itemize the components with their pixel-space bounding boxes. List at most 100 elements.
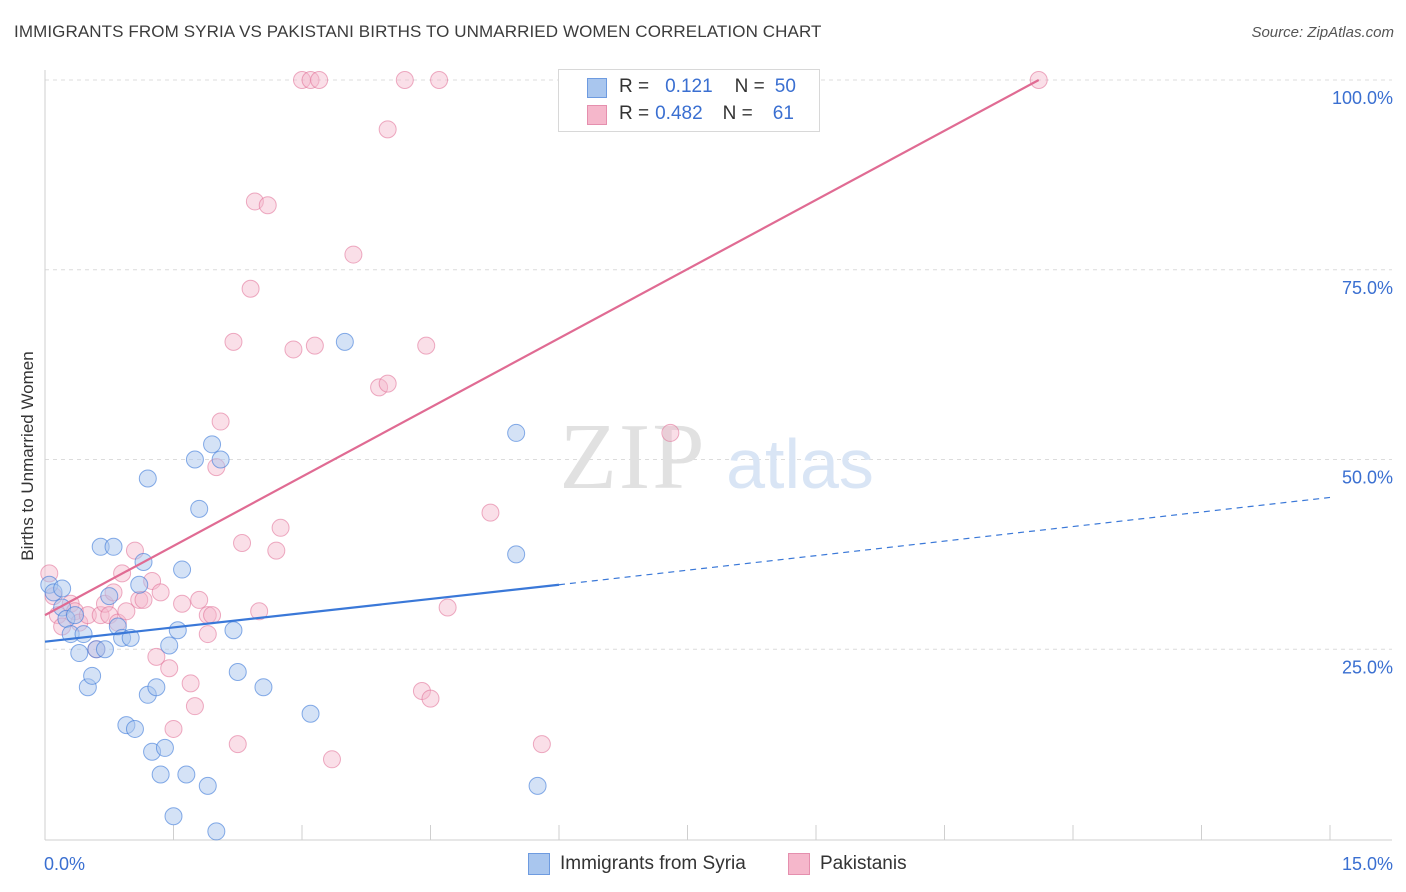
tick-labels: 25.0% 50.0% 75.0% 100.0% 0.0% 15.0% bbox=[44, 88, 1393, 874]
axes bbox=[44, 70, 1392, 841]
pakistanis-point bbox=[211, 412, 230, 431]
watermark: ZIP atlas bbox=[560, 405, 874, 509]
syria-point bbox=[185, 450, 204, 469]
pakistanis-point bbox=[224, 332, 243, 351]
y-tick-label: 25.0% bbox=[1342, 657, 1393, 677]
pakistanis-point bbox=[532, 735, 551, 754]
syria-point bbox=[160, 636, 179, 655]
syria-point bbox=[528, 776, 547, 795]
pakistanis-point bbox=[267, 541, 286, 560]
pakistanis-point bbox=[284, 340, 303, 359]
syria-point bbox=[83, 666, 102, 685]
syria-point bbox=[125, 719, 144, 738]
syria-point bbox=[190, 499, 209, 518]
n-label: N = bbox=[722, 103, 753, 124]
grid-lines bbox=[45, 79, 1392, 650]
pakistanis-point bbox=[417, 336, 436, 355]
n-label: N = bbox=[734, 76, 765, 97]
pakistanis-point bbox=[160, 659, 179, 678]
pakistanis-point bbox=[134, 590, 153, 609]
legend-row-syria: R = 0.121 N = 50 bbox=[619, 76, 796, 98]
legend-swatch-syria bbox=[528, 853, 550, 875]
pakistanis-point bbox=[181, 674, 200, 693]
pakistanis-point bbox=[147, 647, 166, 666]
syria-trend-extension bbox=[558, 496, 1331, 586]
syria-point bbox=[100, 587, 119, 606]
pakistanis-point bbox=[250, 602, 269, 621]
x-tick-label: 15.0% bbox=[1342, 854, 1393, 874]
y-tick-label: 50.0% bbox=[1342, 468, 1393, 488]
syria-point bbox=[151, 765, 170, 784]
syria-point bbox=[155, 738, 174, 757]
pakistanis-point bbox=[438, 598, 457, 617]
syria-point bbox=[95, 640, 114, 659]
legend-swatch-pakistanis bbox=[788, 853, 810, 875]
syria-point bbox=[507, 545, 526, 564]
r-value: 0.121 bbox=[665, 76, 713, 97]
syria-point bbox=[301, 704, 320, 723]
pakistanis-point bbox=[430, 71, 449, 89]
pakistanis-point bbox=[241, 279, 260, 298]
pakistanis-point bbox=[378, 120, 397, 139]
syria-point bbox=[198, 776, 217, 795]
r-value: 0.482 bbox=[655, 103, 703, 124]
pakistanis-point bbox=[481, 503, 500, 522]
syria-point bbox=[228, 663, 247, 682]
syria-point bbox=[211, 450, 230, 469]
y-axis-title: Births to Unmarried Women bbox=[18, 351, 37, 561]
legend-item-pakistanis: Pakistanis bbox=[788, 852, 907, 876]
r-label: R = bbox=[619, 76, 650, 97]
syria-point bbox=[507, 423, 526, 442]
pakistanis-point bbox=[661, 423, 680, 442]
syria-point bbox=[74, 625, 93, 644]
pakistanis-point bbox=[233, 533, 252, 552]
syria-point bbox=[65, 606, 84, 625]
syria-point bbox=[177, 765, 196, 784]
pakistanis-point bbox=[228, 735, 247, 754]
pakistanis-point bbox=[198, 625, 217, 644]
syria-point bbox=[53, 579, 72, 598]
pakistanis-point bbox=[117, 602, 136, 621]
watermark-atlas: atlas bbox=[726, 425, 874, 503]
syria-point bbox=[254, 678, 273, 697]
pakistanis-points bbox=[40, 71, 1048, 769]
syria-points bbox=[40, 332, 547, 841]
legend-swatch-pakistanis bbox=[587, 105, 607, 125]
legend-label-pakistanis: Pakistanis bbox=[820, 853, 907, 874]
pakistanis-point bbox=[378, 374, 397, 393]
pakistanis-point bbox=[395, 71, 414, 89]
syria-point bbox=[138, 469, 157, 488]
pakistanis-point bbox=[305, 336, 324, 355]
pakistanis-point bbox=[310, 71, 329, 89]
pakistanis-point bbox=[173, 594, 192, 613]
chart-title: IMMIGRANTS FROM SYRIA VS PAKISTANI BIRTH… bbox=[14, 22, 822, 41]
pakistanis-point bbox=[258, 196, 277, 215]
pakistanis-point bbox=[151, 583, 170, 602]
trend-lines bbox=[44, 79, 1331, 643]
syria-point bbox=[224, 621, 243, 640]
syria-point bbox=[104, 537, 123, 556]
pakistanis-point bbox=[322, 750, 341, 769]
syria-point bbox=[335, 332, 354, 351]
pakistanis-point bbox=[190, 590, 209, 609]
legend-item-syria: Immigrants from Syria bbox=[528, 852, 746, 876]
correlation-legend: R = 0.121 N = 50 R = 0.482 N = 61 bbox=[558, 69, 820, 132]
x-tick-label: 0.0% bbox=[44, 854, 85, 874]
syria-point bbox=[207, 822, 226, 841]
syria-point bbox=[164, 807, 183, 826]
r-label: R = bbox=[619, 103, 650, 124]
pakistanis-trend-line bbox=[44, 79, 1040, 617]
pakistanis-point bbox=[164, 719, 183, 738]
legend-label-syria: Immigrants from Syria bbox=[560, 853, 746, 874]
watermark-zip: ZIP bbox=[560, 405, 707, 509]
syria-point bbox=[147, 678, 166, 697]
chart-source: Source: ZipAtlas.com bbox=[1251, 24, 1394, 41]
legend-swatch-syria bbox=[587, 78, 607, 98]
y-tick-label: 75.0% bbox=[1342, 278, 1393, 298]
syria-point bbox=[70, 644, 89, 663]
legend-row-pakistanis: R = 0.482 N = 61 bbox=[619, 103, 794, 125]
pakistanis-point bbox=[185, 697, 204, 716]
pakistanis-point bbox=[203, 606, 222, 625]
syria-point bbox=[168, 621, 187, 640]
